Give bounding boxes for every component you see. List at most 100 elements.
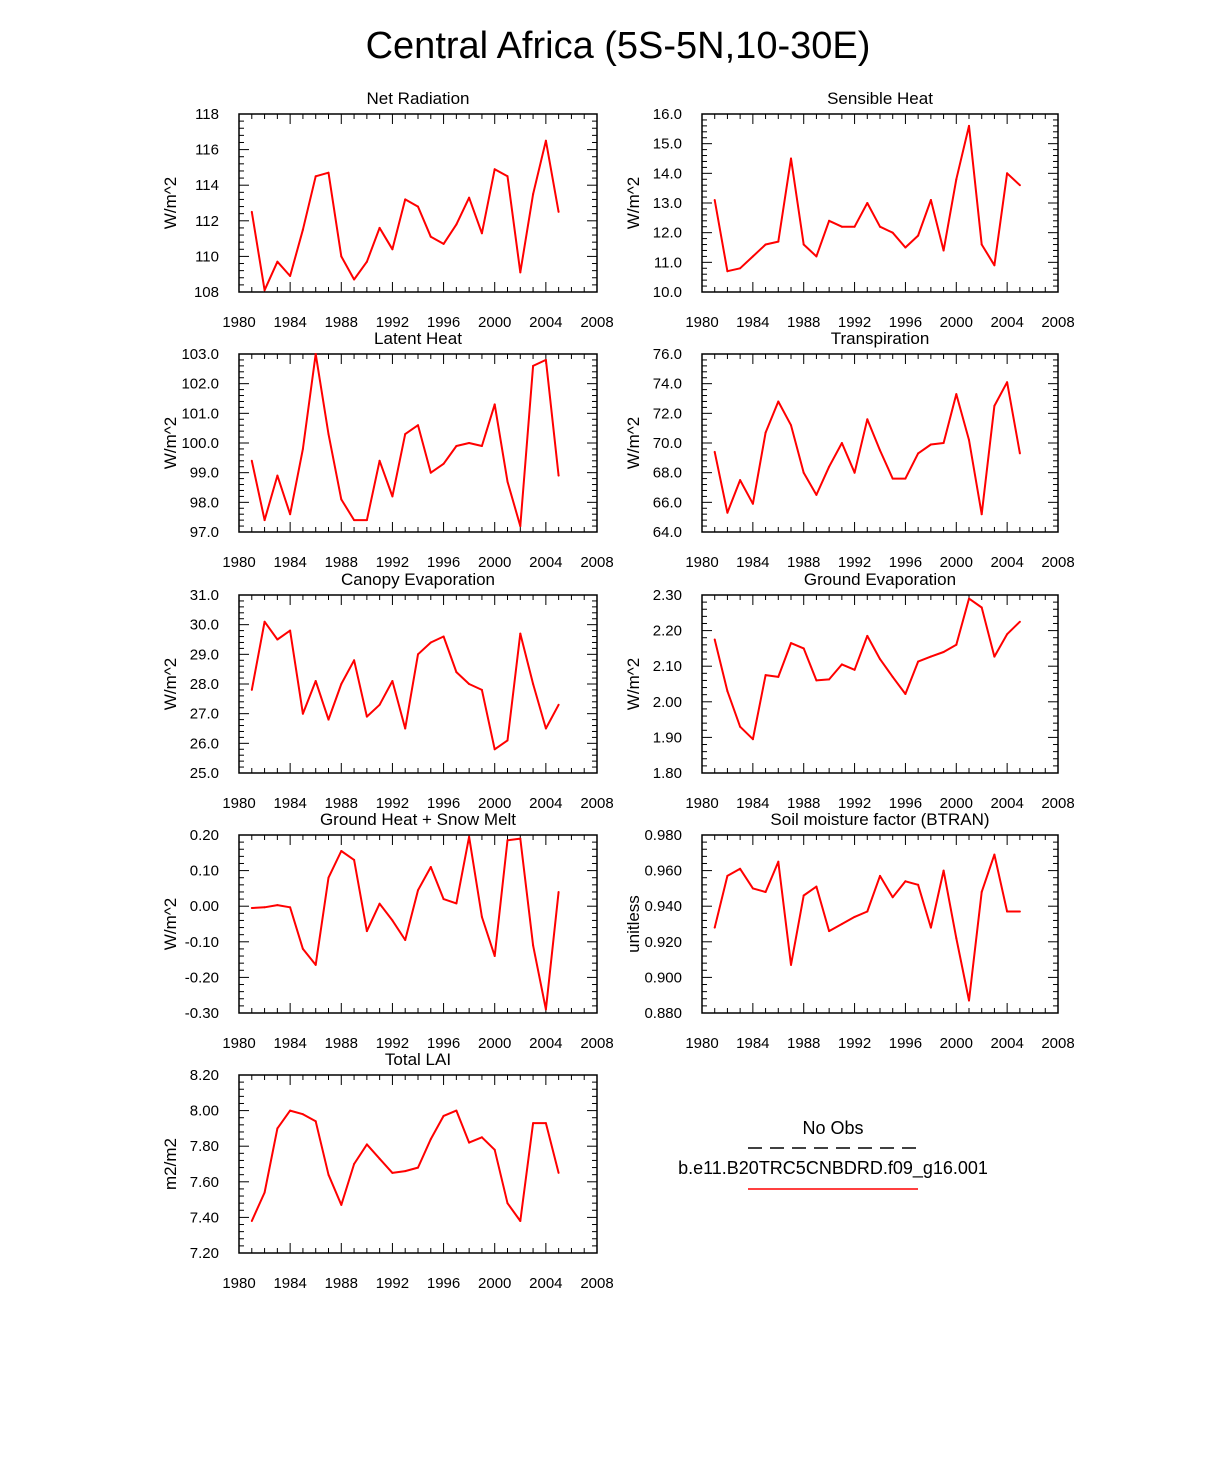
latent-heat-point [353, 519, 356, 522]
sensible-heat-point [879, 225, 881, 228]
transpiration-point [929, 443, 932, 446]
soil-moisture-factor-btran-xtick-label: 1988 [787, 1035, 820, 1052]
ground-evaporation-xtick-label: 1988 [787, 795, 820, 812]
soil-moisture-factor-btran-point [726, 874, 729, 877]
latent-heat-point [442, 462, 445, 465]
canopy-evaporation-xtick-label: 1984 [273, 795, 306, 812]
ground-evaporation-title: Ground Evaporation [804, 570, 956, 589]
ground-heat-snow-melt-xtick-label: 2000 [478, 1035, 511, 1052]
sensible-heat-point [904, 246, 907, 249]
transpiration-xtick-label: 2008 [1041, 554, 1074, 571]
ground-heat-snow-melt-ylabel: W/m^2 [161, 898, 180, 950]
ground-heat-snow-melt-point [557, 891, 560, 893]
total-lai-point [340, 1203, 343, 1206]
canopy-evaporation-point [340, 683, 343, 685]
transpiration-point [764, 431, 767, 434]
total-lai-xtick-label: 1992 [376, 1275, 409, 1292]
sensible-heat-point [1018, 184, 1021, 187]
ground-heat-snow-melt-series-line [251, 835, 560, 1011]
total-lai-point [314, 1120, 317, 1123]
latent-heat-point [404, 433, 407, 436]
canopy-evaporation-xtick-label: 1980 [222, 795, 255, 812]
total-lai-point [289, 1109, 292, 1112]
net-radiation-ytick-label: 114 [195, 177, 219, 194]
latent-heat-point [314, 353, 317, 355]
canopy-evaporation-point [314, 680, 317, 682]
ground-heat-snow-melt-point [532, 944, 535, 947]
ground-heat-snow-melt-ytick-label: 0.00 [190, 898, 219, 915]
ground-evaporation-point [726, 690, 729, 693]
ground-evaporation-point [828, 678, 831, 681]
sensible-heat-ytick-label: 13.0 [653, 195, 682, 212]
transpiration-title: Transpiration [831, 329, 930, 348]
sensible-heat-point [790, 157, 792, 160]
transpiration-point [853, 471, 856, 474]
sensible-heat-ylabel: W/m^2 [624, 177, 643, 229]
ground-evaporation-point [853, 668, 856, 671]
transpiration-xtick-label: 1980 [685, 554, 718, 571]
soil-moisture-factor-btran-point [968, 999, 970, 1002]
sensible-heat-point [955, 178, 958, 181]
soil-moisture-factor-btran-point [790, 963, 792, 966]
total-lai-point [417, 1166, 419, 1169]
ground-evaporation-point [713, 638, 716, 641]
ground-evaporation-point [1006, 633, 1009, 636]
sensible-heat-point [853, 225, 856, 228]
net-radiation-point [289, 275, 292, 277]
net-radiation-point [455, 223, 458, 226]
total-lai-point [532, 1122, 535, 1125]
total-lai-plot-frame [238, 1074, 598, 1254]
ground-heat-snow-melt-ytick-label: -0.30 [185, 1005, 219, 1022]
net-radiation-ytick-label: 110 [195, 248, 219, 265]
canopy-evaporation-xtick-label: 2008 [580, 795, 613, 812]
soil-moisture-factor-btran-point [777, 860, 780, 863]
ground-heat-snow-melt-point [289, 906, 292, 909]
ground-heat-snow-melt-xtick-label: 1984 [273, 1035, 306, 1052]
canopy-evaporation-point [353, 659, 356, 662]
total-lai-ytick-label: 7.20 [190, 1245, 219, 1262]
total-lai-xtick-label: 1996 [427, 1275, 460, 1292]
net-radiation-xtick-label: 1988 [325, 314, 358, 331]
ground-heat-snow-melt-point [506, 839, 509, 842]
latent-heat-point [365, 519, 368, 522]
soil-moisture-factor-btran-point [853, 915, 856, 918]
latent-heat-xtick-label: 1992 [376, 554, 409, 571]
net-radiation-ytick-label: 112 [195, 213, 219, 230]
sensible-heat-point [739, 267, 742, 270]
latent-heat-point [250, 459, 253, 462]
net-radiation-xtick-label: 1980 [222, 314, 255, 331]
transpiration-ytick-label: 70.0 [653, 435, 682, 452]
latent-heat-point [519, 525, 522, 528]
transpiration-ytick-label: 72.0 [653, 405, 682, 422]
latent-heat-xtick-label: 1984 [273, 554, 306, 571]
panel-transpiration: Transpiration 1980 1984 1988 1992 1996 2000 200… [624, 329, 1075, 571]
transpiration-xtick-label: 1988 [787, 554, 820, 571]
canopy-evaporation-ytick-label: 28.0 [190, 676, 219, 693]
total-lai-ytick-label: 8.20 [190, 1067, 219, 1084]
latent-heat-point [544, 358, 547, 361]
total-lai-point [250, 1220, 253, 1222]
ground-heat-snow-melt-point [353, 858, 356, 861]
ground-evaporation-ylabel: W/m^2 [624, 658, 643, 710]
transpiration-xtick-label: 1984 [736, 554, 769, 571]
ground-heat-snow-melt-point [365, 930, 368, 933]
total-lai-point [301, 1113, 304, 1116]
ground-evaporation-plot-frame [701, 594, 1059, 774]
ground-heat-snow-melt-ytick-label: 0.20 [190, 827, 219, 844]
total-lai-ytick-label: 7.80 [190, 1138, 219, 1155]
transpiration-point [815, 493, 818, 496]
sensible-heat-ytick-label: 16.0 [653, 106, 682, 123]
transpiration-point [993, 404, 996, 407]
total-lai-title: Total LAI [385, 1050, 451, 1069]
total-lai-ytick-label: 8.00 [190, 1103, 219, 1120]
net-radiation-point [365, 260, 368, 263]
total-lai-xtick-label: 1980 [222, 1275, 255, 1292]
transpiration-ytick-label: 74.0 [653, 376, 682, 393]
sensible-heat-xtick-label: 1996 [889, 314, 922, 331]
ground-heat-snow-melt-point [314, 963, 317, 966]
canopy-evaporation-point [417, 653, 419, 656]
latent-heat-ytick-label: 97.0 [190, 524, 219, 541]
ground-heat-snow-melt-point [250, 907, 253, 909]
transpiration-point [828, 465, 831, 468]
